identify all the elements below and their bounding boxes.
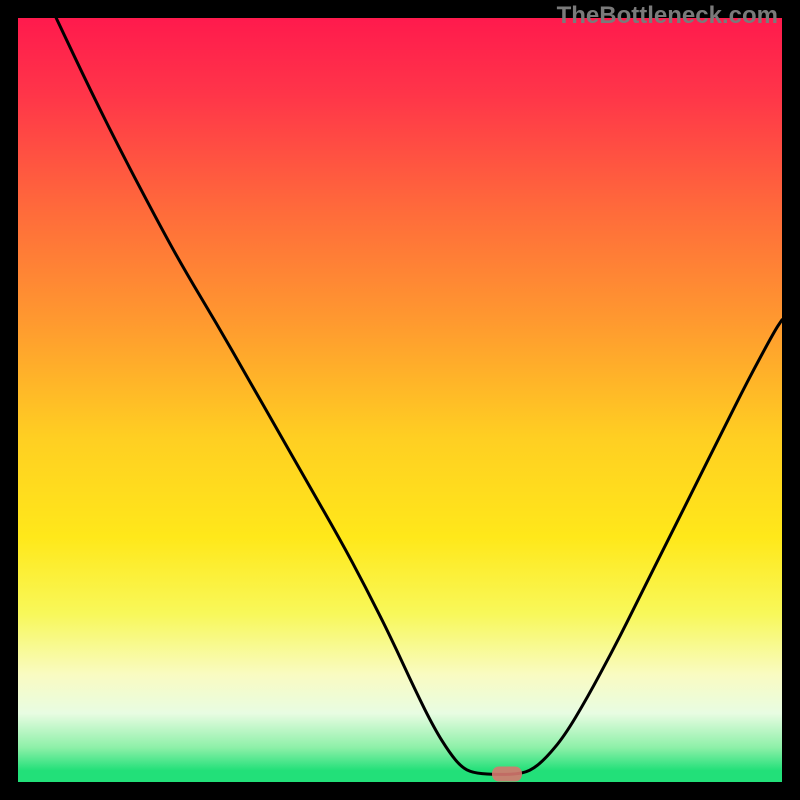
bottleneck-curve (18, 18, 782, 782)
watermark: TheBottleneck.com (557, 2, 778, 30)
min-marker (492, 766, 522, 781)
plot-area (18, 18, 782, 782)
